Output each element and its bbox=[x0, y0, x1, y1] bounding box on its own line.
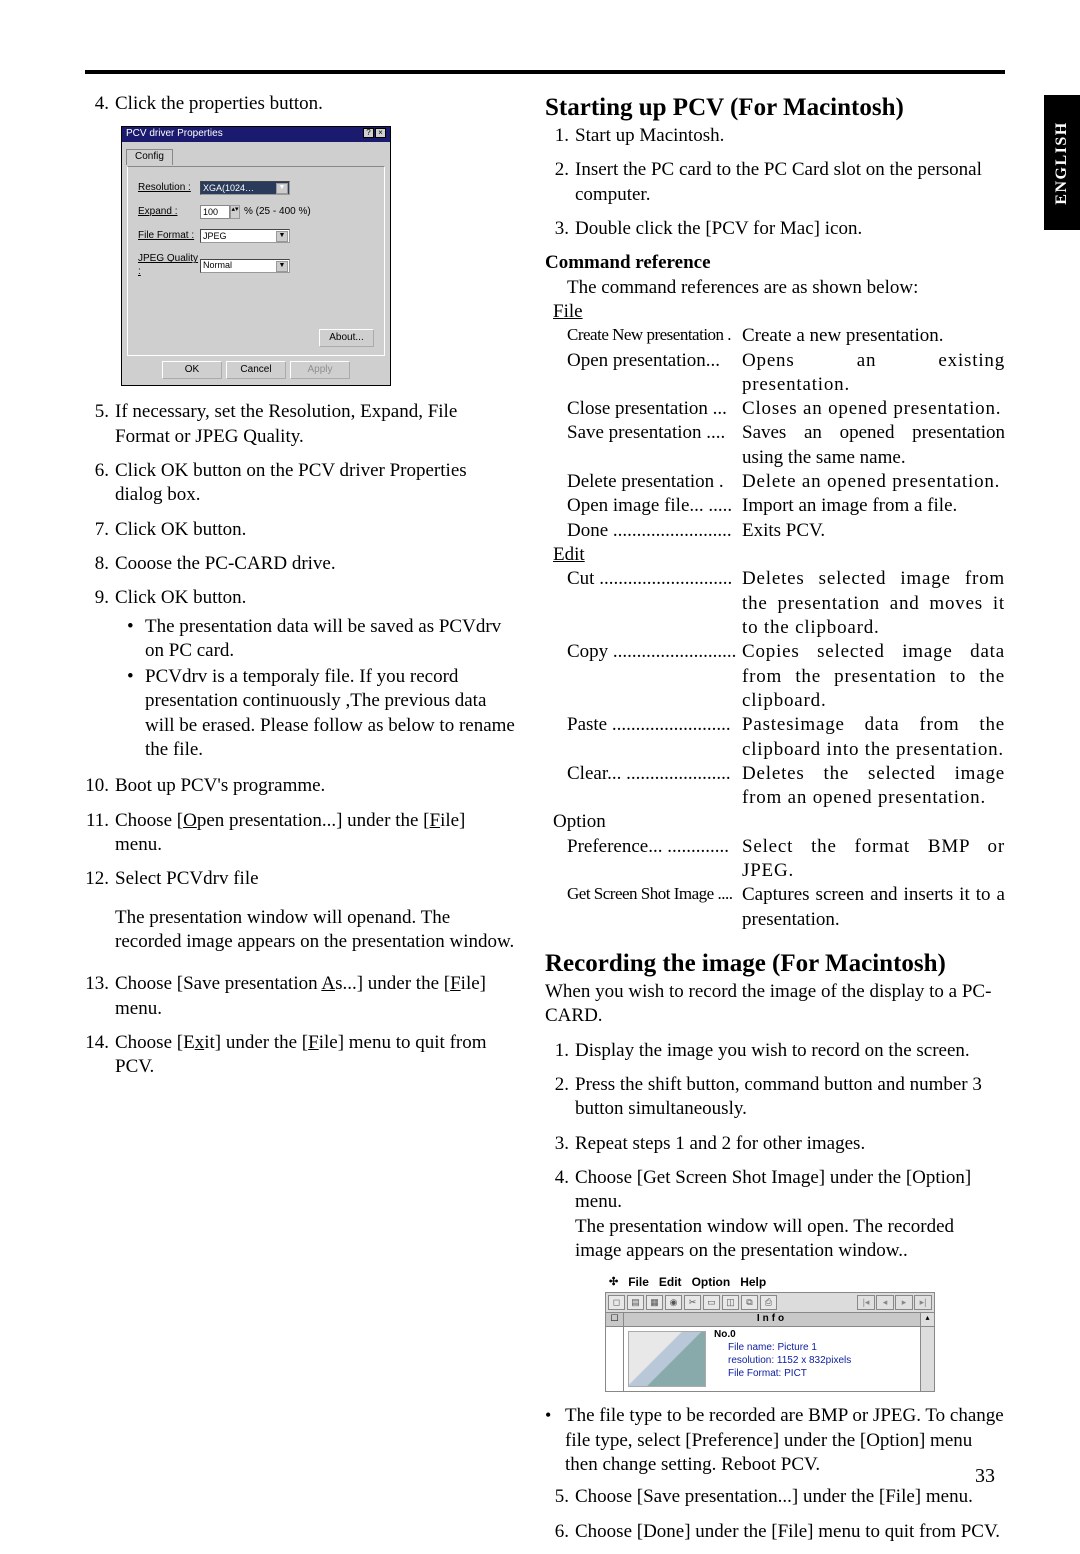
step-7: Click OK button. bbox=[115, 518, 515, 542]
cancel-button: Cancel bbox=[226, 361, 286, 379]
step-9: Click OK button. •The presentation data … bbox=[115, 586, 515, 764]
config-tab: Config bbox=[126, 149, 173, 165]
step-11: Choose [Open presentation...] under the … bbox=[115, 809, 515, 858]
right-column: Starting up PCV (For Macintosh) 1.Start … bbox=[545, 92, 1005, 1554]
command-reference-heading: Command reference bbox=[545, 251, 1005, 275]
expand-field: 100 bbox=[200, 205, 230, 219]
step-12: Select PCVdrv file The presentation wind… bbox=[115, 867, 515, 962]
step-6: Click OK button on the PCV driver Proper… bbox=[115, 459, 515, 508]
file-format-select: JPEG bbox=[200, 229, 290, 243]
pcv-driver-properties-dialog: PCV driver Properties ?× Config Resoluti… bbox=[121, 126, 391, 386]
close-icon: × bbox=[375, 128, 386, 138]
scroll-up-icon: ▴ bbox=[920, 1313, 934, 1326]
scrollbar bbox=[920, 1327, 934, 1391]
option-menu-label: Option bbox=[553, 810, 1005, 834]
language-tab: ENGLISH bbox=[1044, 95, 1080, 230]
file-menu-label: File bbox=[553, 301, 583, 322]
mac-menubar: ✣ File Edit Option Help bbox=[605, 1273, 935, 1293]
starting-pcv-heading: Starting up PCV (For Macintosh) bbox=[545, 92, 1005, 124]
step-10: Boot up PCV's programme. bbox=[115, 774, 515, 798]
checkbox-header: ☐ bbox=[606, 1313, 624, 1326]
step-13: Choose [Save presentation As...] under t… bbox=[115, 972, 515, 1021]
page-number: 33 bbox=[975, 1465, 995, 1488]
mac-toolbar-icons: ◻▤▦◉✂▭◫⧉⎙ bbox=[608, 1295, 777, 1310]
step-14: Choose [Exit] under the [File] menu to q… bbox=[115, 1031, 515, 1080]
resolution-select: XGA(1024… bbox=[200, 181, 290, 195]
edit-menu-label: Edit bbox=[553, 544, 585, 565]
step-8: Cooose the PC-CARD drive. bbox=[115, 552, 515, 576]
mac-presentation-window: ✣ File Edit Option Help ◻▤▦◉✂▭◫⧉⎙ |◂◂▸▸|… bbox=[605, 1273, 935, 1392]
ok-button: OK bbox=[162, 361, 222, 379]
file-type-note: •The file type to be recorded are BMP or… bbox=[545, 1404, 1005, 1477]
apple-icon: ✣ bbox=[609, 1275, 618, 1290]
left-column: 4.Click the properties button. PCV drive… bbox=[85, 92, 515, 1554]
help-icon: ? bbox=[363, 128, 374, 138]
thumbnail-image bbox=[628, 1331, 706, 1387]
step-4: Click the properties button. bbox=[115, 92, 515, 116]
mac-nav-icons: |◂◂▸▸| bbox=[857, 1295, 932, 1310]
dialog-titlebar: PCV driver Properties ?× bbox=[122, 127, 390, 142]
recording-image-heading: Recording the image (For Macintosh) bbox=[545, 948, 1005, 980]
jpeg-quality-select: Normal bbox=[200, 259, 290, 273]
step-5: If necessary, set the Resolution, Expand… bbox=[115, 400, 515, 449]
apply-button: Apply bbox=[290, 361, 350, 379]
top-rule bbox=[85, 70, 1005, 74]
about-button: About... bbox=[319, 329, 374, 347]
